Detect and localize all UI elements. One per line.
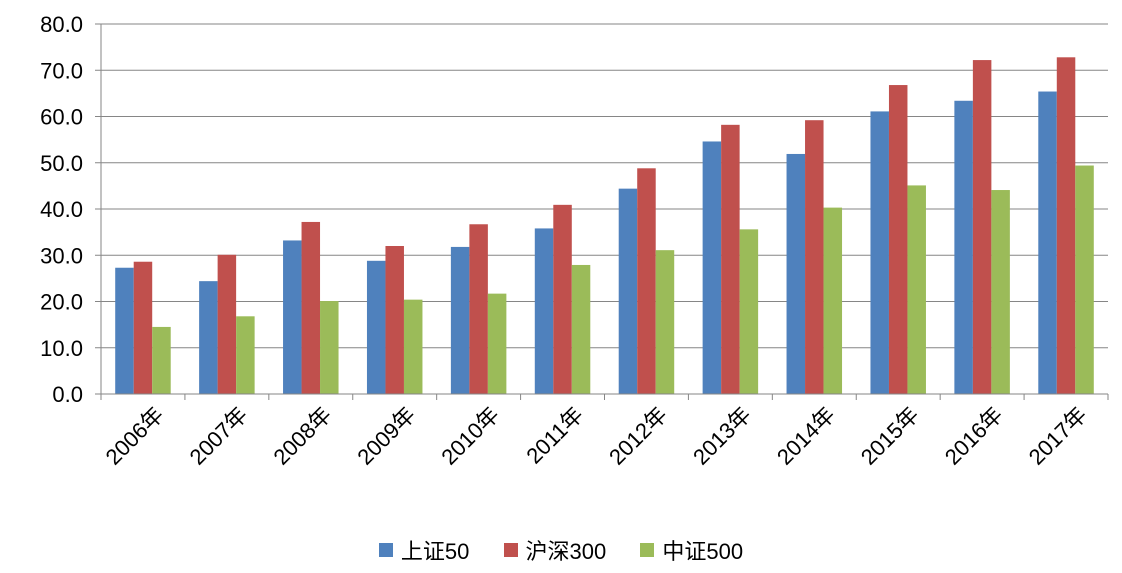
- bar: [786, 153, 806, 394]
- bar: [534, 228, 554, 394]
- x-tick-label: 2014年: [772, 402, 840, 470]
- axes: [95, 23, 1109, 400]
- legend-label-zz500: 中证500: [662, 539, 744, 564]
- bar: [739, 229, 759, 394]
- bar: [991, 190, 1010, 394]
- y-tick-label: 80.0: [40, 12, 83, 37]
- bar: [366, 260, 386, 394]
- bar: [385, 246, 404, 394]
- x-tick-label: 2017年: [1024, 402, 1092, 470]
- bar: [1056, 57, 1076, 395]
- bar: [823, 207, 843, 394]
- bar: [1038, 91, 1057, 395]
- y-tick-label: 10.0: [40, 336, 83, 361]
- bar: [115, 267, 134, 394]
- bar: [487, 293, 507, 394]
- bar: [907, 185, 926, 394]
- bar: [888, 85, 908, 395]
- bar: [403, 299, 423, 394]
- legend-item-hs300: 沪深300: [503, 534, 607, 566]
- legend-swatch-hs300: [503, 543, 518, 557]
- legend-item-zz500: 中证500: [640, 534, 743, 566]
- bar: [721, 124, 740, 394]
- x-tick-label: 2007年: [185, 402, 253, 470]
- bar: [954, 100, 973, 395]
- legend-label-sz50: 上证50: [400, 539, 470, 564]
- bar: [133, 261, 153, 394]
- y-tick-label: 70.0: [40, 58, 83, 83]
- bar: [618, 188, 638, 394]
- bar: [217, 254, 237, 394]
- x-tick-label: 2013年: [688, 402, 756, 470]
- bar: [469, 224, 488, 394]
- bar-chart: 0.0 10.0 20.0 30.0 40.0 50.0 60.0 70.0 80.0 2006…: [40, 12, 1109, 470]
- bar: [805, 120, 824, 394]
- x-tick-label: 2006年: [101, 402, 169, 470]
- x-tick-label: 2016年: [940, 402, 1008, 470]
- y-tick-label: 60.0: [40, 105, 83, 130]
- y-tick-labels: 0.0 10.0 20.0 30.0 40.0 50.0 60.0 70.0 80.0: [40, 12, 83, 407]
- bar: [637, 168, 656, 394]
- x-tick-label: 2015年: [856, 402, 924, 470]
- y-tick-label: 30.0: [40, 243, 83, 268]
- legend: 上证50 沪深300 中证500: [0, 534, 1122, 566]
- legend-swatch-zz500: [640, 543, 655, 557]
- y-tick-label: 0.0: [52, 382, 83, 407]
- x-tick-label: 2009年: [352, 402, 420, 470]
- x-tick-label: 2008年: [268, 402, 336, 470]
- bar: [1075, 165, 1094, 394]
- bar: [283, 240, 302, 394]
- bar: [236, 316, 255, 394]
- bar: [553, 204, 572, 394]
- bar: [320, 301, 339, 394]
- y-tick-label: 40.0: [40, 197, 83, 222]
- bar: [199, 281, 218, 394]
- bar: [571, 264, 591, 394]
- legend-swatch-sz50: [378, 543, 393, 557]
- legend-label-hs300: 沪深300: [525, 539, 607, 564]
- x-tick-label: 2010年: [436, 402, 504, 470]
- y-tick-label: 50.0: [40, 151, 83, 176]
- x-tick-labels: 2006年 2007年 2008年 2009年 2010年 2011年 2012年 2013年…: [101, 402, 1092, 470]
- y-tick-label: 20.0: [40, 290, 83, 315]
- bar: [301, 221, 321, 394]
- bars: [115, 57, 1094, 395]
- legend-item-sz50: 上证50: [378, 534, 470, 566]
- bar: [972, 60, 992, 394]
- bar: [870, 111, 889, 394]
- bar: [450, 246, 470, 394]
- gridlines: [101, 23, 1108, 349]
- bar: [655, 250, 675, 394]
- bar: [152, 326, 171, 394]
- bar: [702, 141, 722, 394]
- x-tick-label: 2012年: [604, 402, 672, 470]
- x-tick-label: 2011年: [521, 402, 588, 469]
